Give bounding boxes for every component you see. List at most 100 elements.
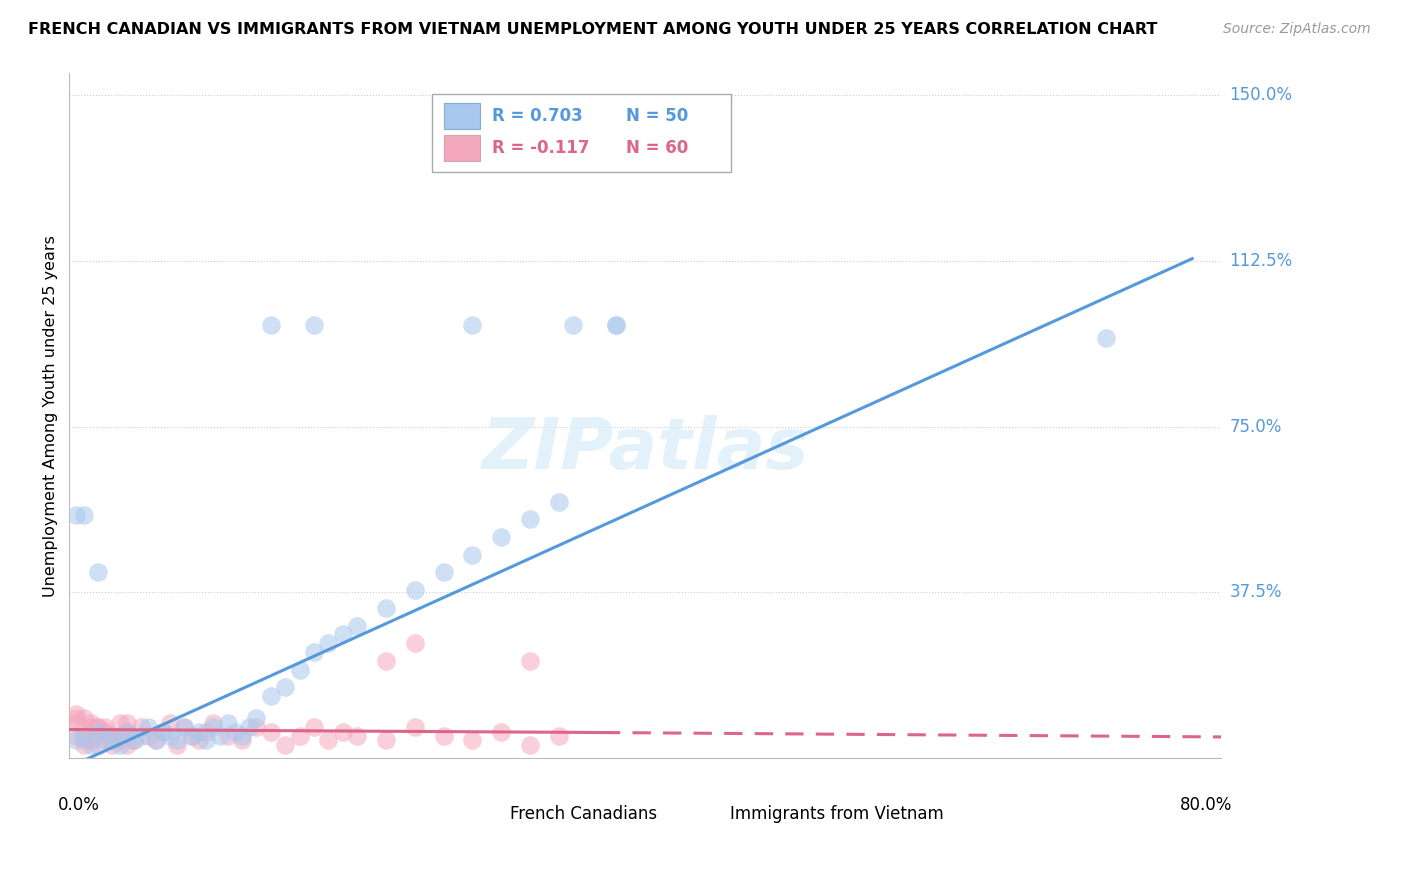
- Point: [101, 729, 124, 743]
- Point: [547, 495, 569, 509]
- Point: [80, 720, 103, 734]
- Point: [274, 681, 297, 695]
- Point: [87, 566, 110, 580]
- Point: [224, 724, 246, 739]
- Point: [547, 729, 569, 743]
- Point: [461, 733, 484, 747]
- Point: [101, 729, 124, 743]
- Point: [138, 720, 160, 734]
- Point: [72, 729, 94, 743]
- Point: [274, 738, 297, 752]
- Point: [605, 318, 627, 332]
- Text: N = 60: N = 60: [626, 139, 688, 157]
- Point: [195, 724, 218, 739]
- Point: [238, 720, 260, 734]
- Point: [346, 729, 368, 743]
- Point: [231, 729, 253, 743]
- Point: [87, 720, 110, 734]
- FancyBboxPatch shape: [432, 94, 731, 172]
- Point: [432, 566, 454, 580]
- Point: [519, 738, 541, 752]
- Text: Immigrants from Vietnam: Immigrants from Vietnam: [730, 805, 943, 823]
- Text: FRENCH CANADIAN VS IMMIGRANTS FROM VIETNAM UNEMPLOYMENT AMONG YOUTH UNDER 25 YEA: FRENCH CANADIAN VS IMMIGRANTS FROM VIETN…: [28, 22, 1157, 37]
- Point: [404, 720, 426, 734]
- Point: [87, 720, 110, 734]
- Point: [187, 724, 209, 739]
- FancyBboxPatch shape: [686, 799, 720, 827]
- Point: [129, 720, 152, 734]
- Point: [375, 654, 398, 668]
- Point: [489, 530, 512, 544]
- Point: [173, 720, 195, 734]
- FancyBboxPatch shape: [443, 136, 481, 161]
- Point: [302, 645, 325, 659]
- Point: [94, 733, 117, 747]
- Point: [166, 733, 188, 747]
- Point: [80, 724, 103, 739]
- Point: [72, 711, 94, 725]
- Point: [432, 729, 454, 743]
- Point: [202, 720, 225, 734]
- Text: ZIPatlas: ZIPatlas: [481, 416, 808, 484]
- Point: [461, 548, 484, 562]
- Point: [318, 733, 340, 747]
- Point: [72, 738, 94, 752]
- Point: [115, 738, 138, 752]
- Point: [217, 715, 239, 730]
- Point: [145, 733, 167, 747]
- Point: [180, 729, 202, 743]
- Text: R = 0.703: R = 0.703: [492, 107, 582, 125]
- Point: [375, 733, 398, 747]
- Point: [346, 618, 368, 632]
- Text: 112.5%: 112.5%: [1229, 252, 1292, 270]
- Point: [65, 706, 87, 721]
- Point: [302, 720, 325, 734]
- Text: French Canadians: French Canadians: [510, 805, 658, 823]
- FancyBboxPatch shape: [467, 799, 501, 827]
- Point: [108, 715, 131, 730]
- Point: [138, 729, 160, 743]
- Point: [1095, 331, 1118, 345]
- Point: [260, 724, 283, 739]
- Point: [260, 690, 283, 704]
- Y-axis label: Unemployment Among Youth under 25 years: Unemployment Among Youth under 25 years: [44, 235, 58, 597]
- Text: 0.0%: 0.0%: [58, 796, 100, 814]
- Point: [72, 508, 94, 522]
- Text: 150.0%: 150.0%: [1229, 87, 1292, 104]
- Point: [115, 724, 138, 739]
- Point: [94, 724, 117, 739]
- Point: [231, 733, 253, 747]
- Point: [122, 733, 145, 747]
- Point: [245, 720, 267, 734]
- Text: N = 50: N = 50: [626, 107, 688, 125]
- Point: [562, 318, 585, 332]
- Point: [187, 733, 209, 747]
- Point: [152, 724, 174, 739]
- Point: [318, 636, 340, 650]
- Point: [288, 729, 311, 743]
- Text: 80.0%: 80.0%: [1180, 796, 1233, 814]
- FancyBboxPatch shape: [443, 103, 481, 129]
- Point: [65, 729, 87, 743]
- Point: [260, 318, 283, 332]
- Point: [404, 636, 426, 650]
- Point: [489, 724, 512, 739]
- Point: [519, 654, 541, 668]
- Point: [108, 733, 131, 747]
- Point: [115, 715, 138, 730]
- Point: [245, 711, 267, 725]
- Point: [65, 711, 87, 725]
- Point: [72, 729, 94, 743]
- Point: [605, 318, 627, 332]
- Point: [65, 715, 87, 730]
- Point: [115, 724, 138, 739]
- Point: [159, 715, 181, 730]
- Point: [173, 720, 195, 734]
- Point: [72, 733, 94, 747]
- Point: [87, 738, 110, 752]
- Point: [108, 729, 131, 743]
- Point: [332, 627, 354, 641]
- Point: [209, 729, 232, 743]
- Point: [152, 724, 174, 739]
- Point: [166, 738, 188, 752]
